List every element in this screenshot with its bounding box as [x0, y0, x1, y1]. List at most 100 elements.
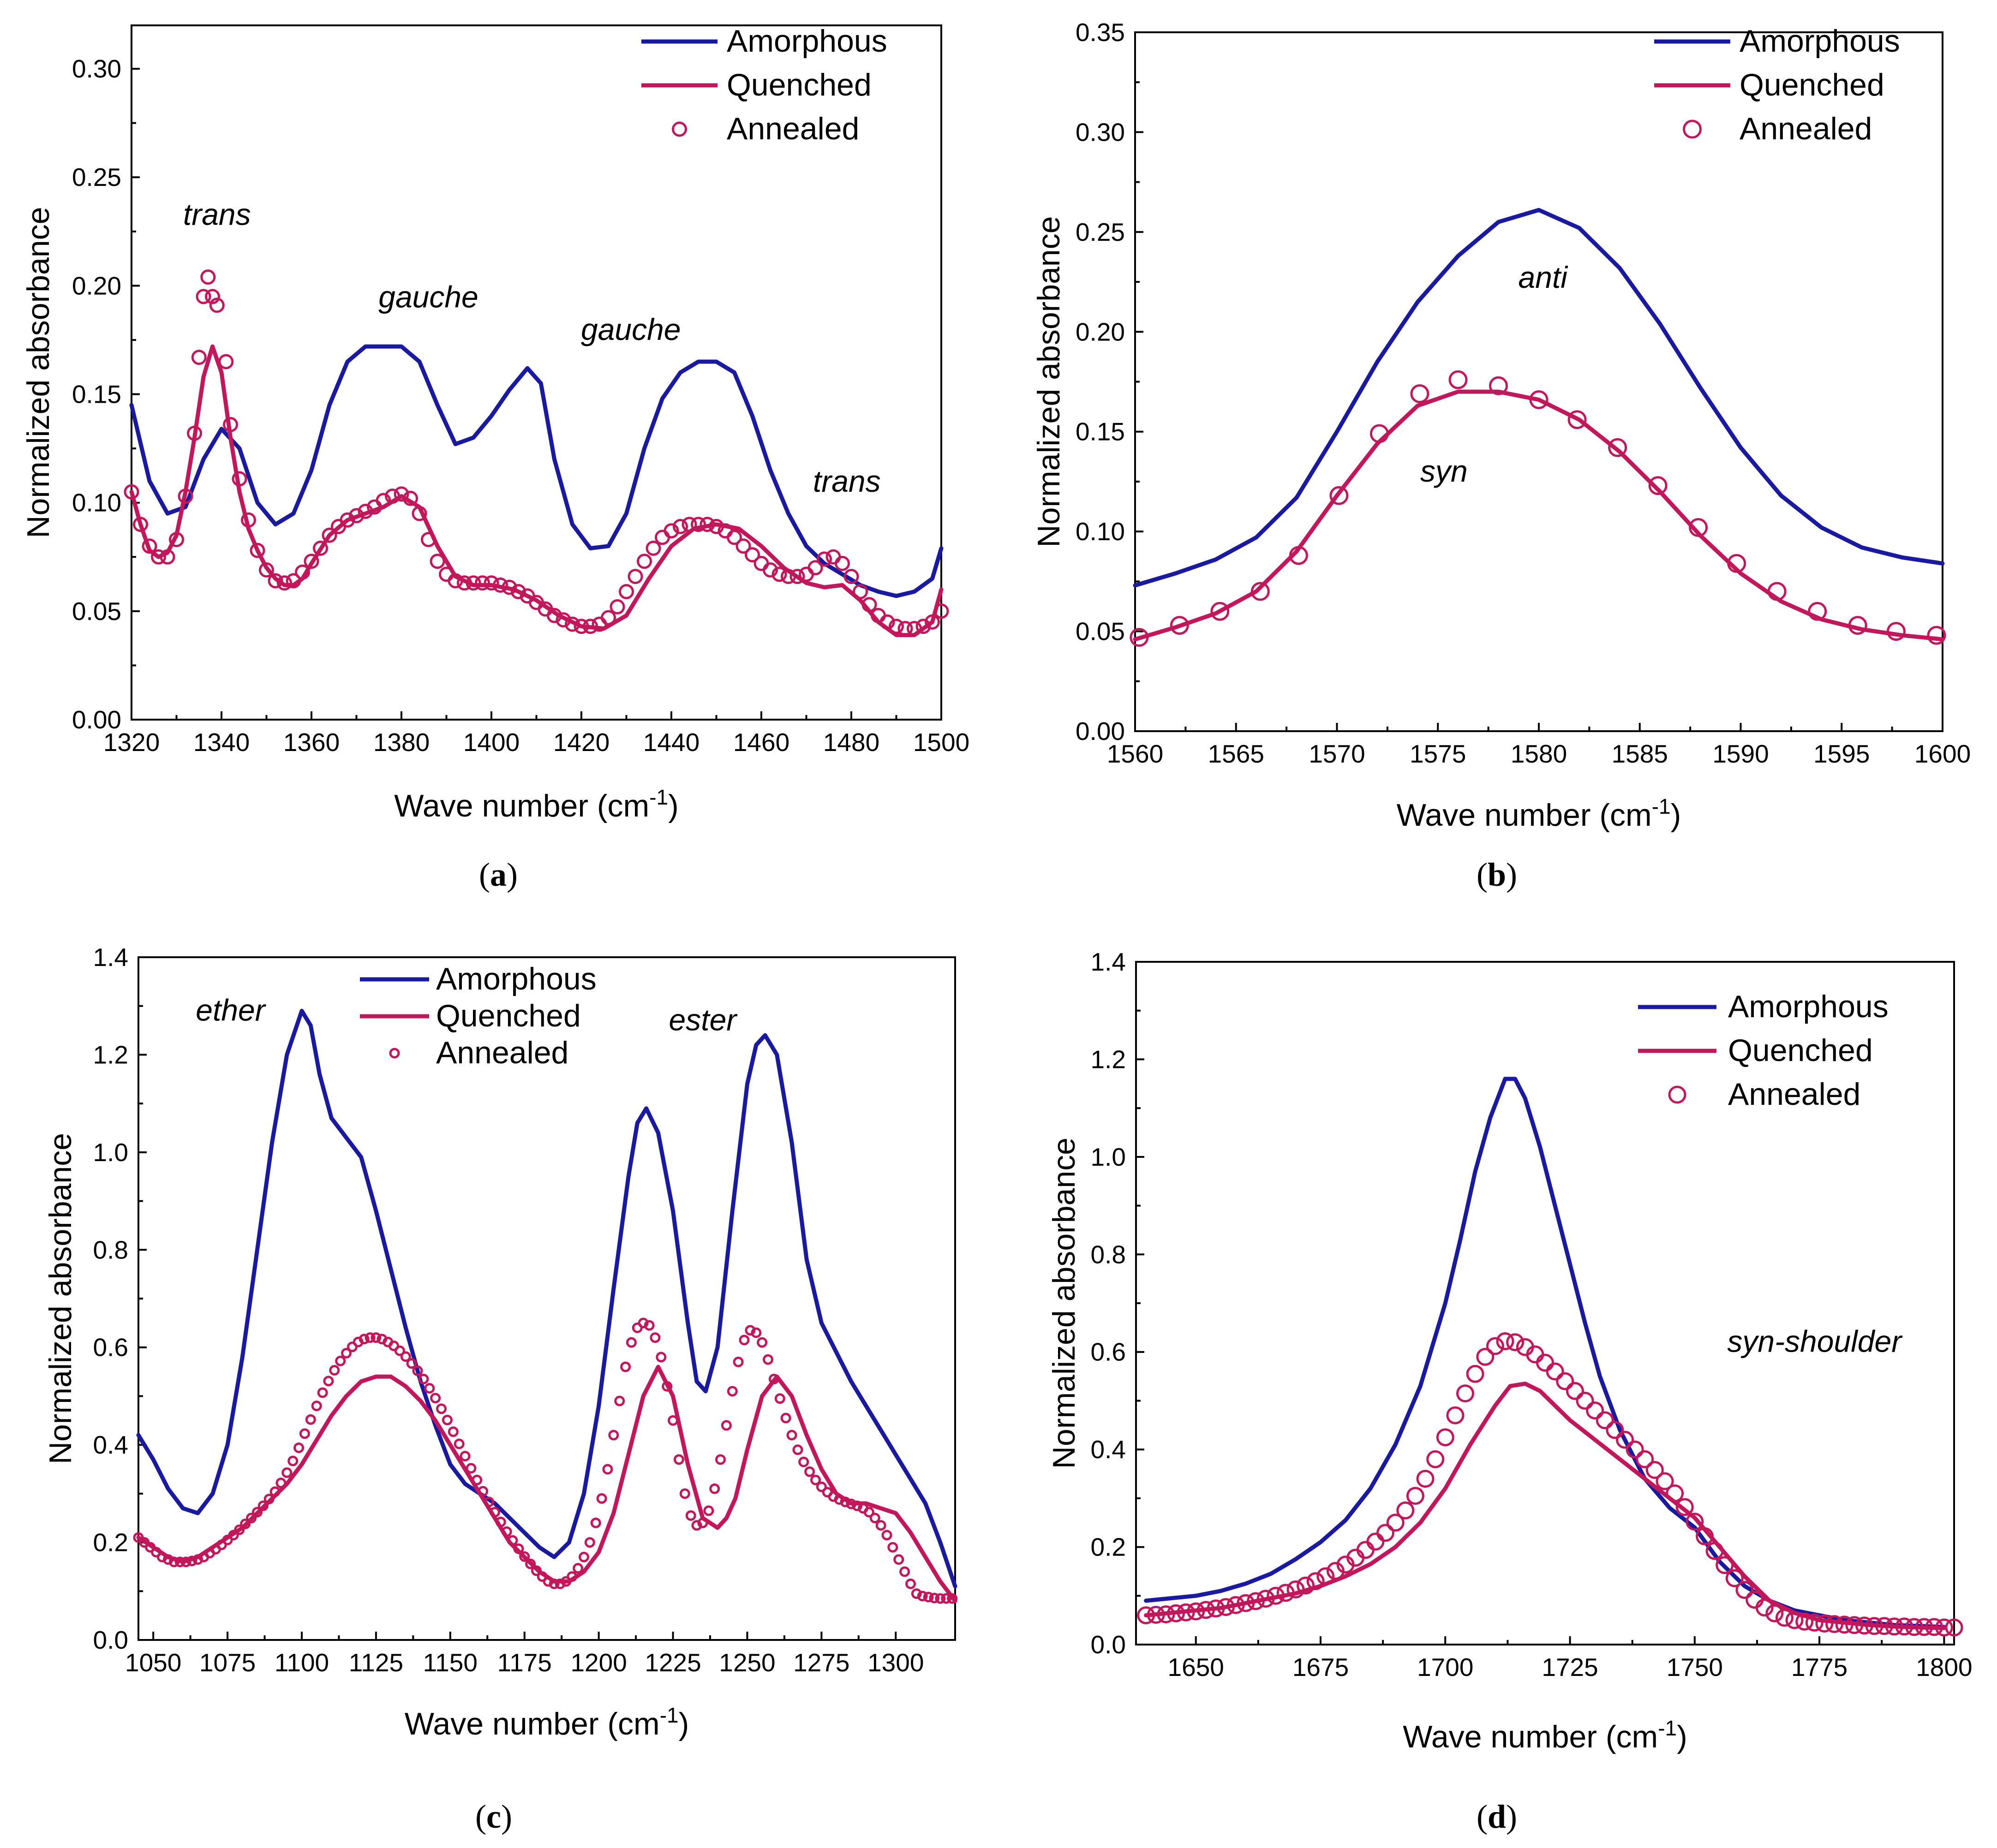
- series-annealed-point: [774, 1393, 785, 1404]
- series-annealed-point: [1845, 1616, 1864, 1634]
- series-annealed-point: [317, 1387, 328, 1398]
- y-tick-label: 0.15: [72, 380, 121, 409]
- series-annealed-point: [1177, 1603, 1195, 1621]
- series-annealed-point: [323, 1376, 334, 1387]
- series-annealed-point: [287, 1455, 299, 1466]
- annotation: ester: [669, 1003, 738, 1037]
- panel-a: 1320 1340 1360 1380 1400 1420 1440 1460 1480 1500…: [21, 24, 969, 823]
- series-annealed-point: [610, 599, 625, 614]
- series-annealed-point: [385, 489, 400, 504]
- series-annealed-point: [727, 530, 742, 545]
- series-annealed-point: [1765, 1604, 1784, 1622]
- x-tick-label: 1275: [793, 1648, 849, 1677]
- series-annealed-point: [484, 1496, 494, 1508]
- series-annealed-point: [133, 517, 148, 532]
- series-annealed-point: [1645, 1461, 1664, 1479]
- x-tick-label: 1580: [1511, 739, 1567, 768]
- series-annealed-point: [460, 1451, 471, 1461]
- x-tick-label: 1565: [1208, 739, 1264, 768]
- series-annealed-point: [1426, 1450, 1445, 1468]
- series-amorphous-line: [129, 344, 944, 598]
- series-annealed-point: [1446, 1406, 1465, 1425]
- series-annealed-point: [269, 1486, 281, 1497]
- plot-area: [1130, 208, 1946, 647]
- series-annealed-point: [1217, 1598, 1235, 1616]
- series-annealed-point: [322, 527, 337, 543]
- series-annealed-point: [489, 1507, 500, 1518]
- series-annealed-point: [1636, 1450, 1654, 1468]
- y-tick-label: 1.0: [1091, 1143, 1126, 1171]
- x-tick-label: 1480: [823, 728, 879, 757]
- series-annealed-point: [757, 1337, 768, 1348]
- series-annealed-point: [638, 1317, 649, 1329]
- series-annealed-point: [1727, 554, 1746, 573]
- series-annealed-point: [394, 1345, 405, 1356]
- y-tick-label: 0.20: [72, 271, 121, 300]
- x-tick-label: 1725: [1542, 1653, 1598, 1681]
- series-annealed-point: [1785, 1611, 1804, 1629]
- x-tick-label: 1650: [1168, 1653, 1224, 1681]
- x-tick-label: 1750: [1667, 1653, 1723, 1681]
- y-tick-label: 1.4: [1091, 948, 1126, 976]
- series-annealed-point: [241, 512, 256, 528]
- caption-c: (c): [475, 1798, 512, 1835]
- series-annealed-point: [1805, 1613, 1824, 1632]
- series-annealed-point: [511, 584, 526, 599]
- x-tick-label: 1440: [643, 728, 700, 757]
- series-annealed-point: [1489, 376, 1508, 395]
- x-tick-label: 1250: [719, 1648, 775, 1677]
- series-annealed-point: [619, 584, 634, 599]
- series-quenched-line: [136, 1365, 957, 1603]
- y-tick-label: 0.4: [1091, 1435, 1126, 1464]
- annotation: syn-shoulder: [1727, 1324, 1903, 1359]
- series-annealed-point: [810, 1474, 821, 1485]
- series-annealed-point: [209, 298, 225, 313]
- series-annealed-point: [620, 1361, 631, 1372]
- x-tick-label: 1420: [553, 728, 610, 757]
- series-annealed-point: [691, 517, 706, 532]
- series-annealed-point: [602, 1464, 613, 1475]
- legend-swatch-marker: [1683, 119, 1702, 139]
- series-annealed-point: [1686, 1513, 1704, 1531]
- series-annealed-point: [584, 1537, 595, 1548]
- series-annealed-point: [1666, 1484, 1684, 1502]
- series-annealed-point: [1456, 1384, 1474, 1403]
- series-annealed-point: [400, 1351, 411, 1362]
- series-annealed-point: [1207, 1599, 1225, 1618]
- series-annealed-point: [887, 1542, 898, 1553]
- series-annealed-point: [1689, 518, 1708, 537]
- series-annealed-point: [664, 523, 679, 539]
- series-annealed-point: [484, 575, 499, 591]
- series-annealed-point: [1276, 1584, 1295, 1602]
- series-annealed-point: [1486, 1337, 1504, 1355]
- series-annealed-point: [925, 614, 940, 630]
- series-annealed-point: [430, 554, 445, 569]
- series-annealed-point: [915, 619, 931, 634]
- series-annealed-point: [709, 519, 724, 534]
- series-annealed-point: [817, 551, 832, 567]
- series-annealed-point: [186, 1556, 197, 1567]
- series-annealed-point: [252, 1507, 263, 1518]
- series-annealed-point: [646, 541, 661, 556]
- y-tick-label: 0.2: [1091, 1533, 1126, 1562]
- series-annealed-point: [424, 1383, 435, 1394]
- series-annealed-point: [549, 1578, 560, 1589]
- series-annealed-point: [590, 1517, 601, 1528]
- x-tick-label: 1400: [463, 728, 520, 757]
- x-tick-label: 1225: [645, 1648, 701, 1677]
- y-tick-label: 0.10: [72, 489, 121, 517]
- series-annealed-point: [277, 575, 292, 591]
- series-annealed-point: [1170, 616, 1189, 635]
- series-annealed-point: [495, 1516, 506, 1527]
- series-annealed-point: [1167, 1604, 1185, 1622]
- series-annealed-point: [313, 541, 328, 556]
- y-tick-label: 0.25: [1076, 218, 1125, 246]
- series-annealed-point: [430, 1393, 441, 1404]
- series-annealed-point: [240, 1518, 251, 1529]
- series-annealed-point: [626, 1337, 637, 1348]
- series-annealed-point: [1157, 1605, 1175, 1623]
- series-annealed-point: [917, 1591, 928, 1602]
- series-annealed-point: [1386, 1514, 1405, 1532]
- series-annealed-point: [709, 1483, 720, 1494]
- series-annealed-point: [703, 1505, 714, 1516]
